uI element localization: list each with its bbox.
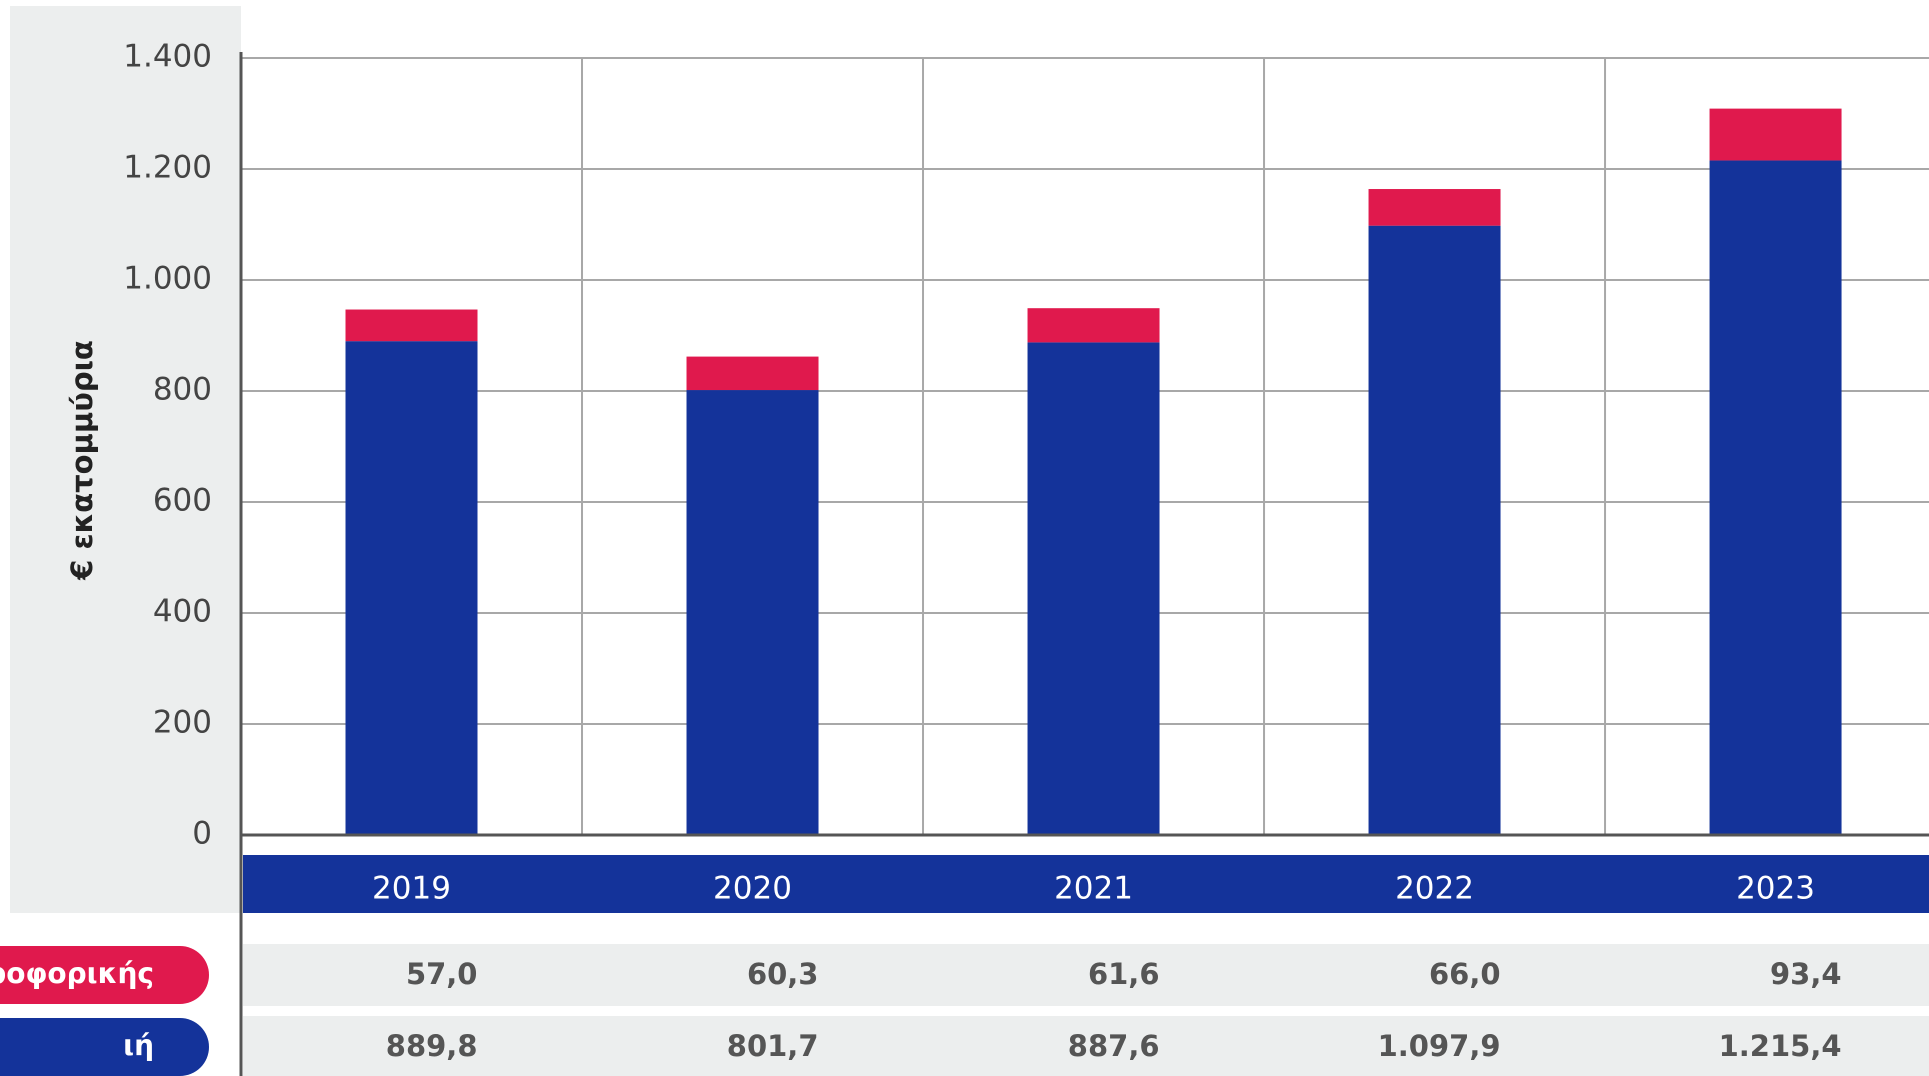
y-tick-label: 600 [153,483,212,519]
y-tick-label: 1.400 [123,39,212,75]
table-value: 60,3 [747,957,819,991]
bar-segment [1709,160,1842,835]
bar-segment [1027,308,1160,343]
category-band [243,855,1929,913]
legend-pill [0,946,209,1004]
x-tick-label: 2021 [1054,871,1133,907]
table-value: 57,0 [406,957,478,991]
table-row [243,944,1929,1006]
table-row [243,1016,1929,1076]
y-axis-label: € εκατομμύρια [65,340,99,581]
table-value: 801,7 [727,1029,819,1063]
x-tick-label: 2022 [1395,871,1474,907]
legend-label: ιή [123,1029,154,1062]
y-tick-label: 800 [153,372,212,408]
axis-panel [10,6,241,913]
table-value: 1.097,9 [1378,1029,1501,1063]
table-value: 61,6 [1088,957,1160,991]
bar-segment [1027,342,1160,835]
table-value: 887,6 [1068,1029,1160,1063]
bar-segment [345,309,478,342]
bar-segment [1368,189,1501,226]
y-tick-label: 0 [192,816,212,852]
bar-segment [1368,225,1501,835]
x-tick-label: 2019 [372,871,451,907]
y-tick-label: 400 [153,594,212,630]
table-value: 66,0 [1429,957,1501,991]
bar-segment [345,341,478,835]
bar-segment [686,356,819,391]
y-tick-label: 1.200 [123,150,212,186]
legend-label: ληροφορικής [0,957,154,990]
x-tick-label: 2020 [713,871,792,907]
y-tick-label: 200 [153,705,212,741]
x-tick-label: 2023 [1736,871,1815,907]
table-value: 93,4 [1770,957,1842,991]
y-tick-label: 1.000 [123,261,212,297]
bar-segment [686,390,819,835]
bar-segment [1709,108,1842,161]
table-value: 1.215,4 [1719,1029,1842,1063]
table-value: 889,8 [386,1029,478,1063]
legend-pill [0,1018,209,1076]
